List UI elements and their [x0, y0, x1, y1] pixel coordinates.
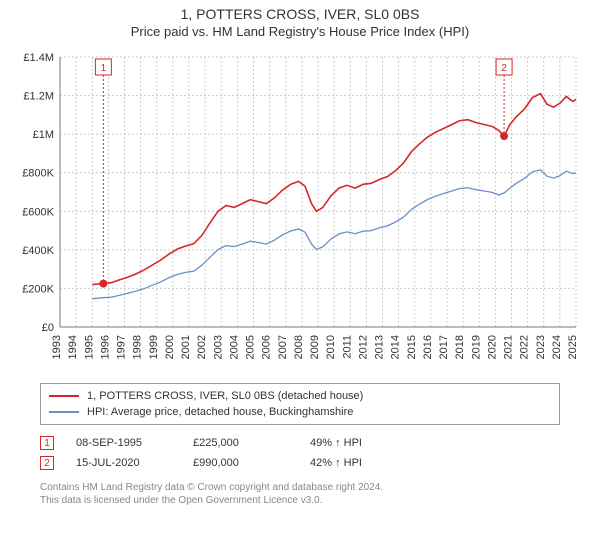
svg-text:2000: 2000 [164, 335, 176, 359]
sale-hpi: 42% ↑ HPI [310, 457, 362, 469]
svg-text:1994: 1994 [67, 335, 79, 359]
svg-text:£0: £0 [42, 322, 54, 334]
svg-text:2002: 2002 [196, 335, 208, 359]
license-line2: This data is licensed under the Open Gov… [40, 494, 560, 507]
svg-text:2001: 2001 [180, 335, 192, 359]
svg-text:2022: 2022 [519, 335, 531, 359]
svg-text:2007: 2007 [277, 335, 289, 359]
svg-text:2005: 2005 [245, 335, 257, 359]
sale-marker-2: 2 [40, 456, 54, 470]
legend-label-series2: HPI: Average price, detached house, Buck… [87, 406, 353, 418]
sale-date: 15-JUL-2020 [76, 457, 171, 469]
svg-text:2004: 2004 [228, 335, 240, 359]
chart-title-block: 1, POTTERS CROSS, IVER, SL0 0BS Price pa… [0, 0, 600, 39]
svg-text:2016: 2016 [422, 335, 434, 359]
svg-text:£1.2M: £1.2M [23, 91, 54, 103]
svg-text:2012: 2012 [357, 335, 369, 359]
title-line1: 1, POTTERS CROSS, IVER, SL0 0BS [0, 6, 600, 22]
legend-swatch-series2 [49, 411, 79, 413]
svg-text:2019: 2019 [470, 335, 482, 359]
svg-text:1996: 1996 [99, 335, 111, 359]
svg-text:2015: 2015 [406, 335, 418, 359]
sale-price: £990,000 [193, 457, 288, 469]
table-row: 2 15-JUL-2020 £990,000 42% ↑ HPI [40, 453, 560, 473]
svg-text:£600K: £600K [22, 206, 54, 218]
svg-text:1997: 1997 [116, 335, 128, 359]
svg-text:2024: 2024 [551, 335, 563, 359]
svg-text:2023: 2023 [535, 335, 547, 359]
svg-text:£1.4M: £1.4M [23, 52, 54, 64]
legend-label-series1: 1, POTTERS CROSS, IVER, SL0 0BS (detache… [87, 390, 363, 402]
sales-table: 1 08-SEP-1995 £225,000 49% ↑ HPI 2 15-JU… [40, 433, 560, 473]
svg-text:1993: 1993 [51, 335, 63, 359]
svg-text:2017: 2017 [438, 335, 450, 359]
svg-text:1999: 1999 [148, 335, 160, 359]
table-row: 1 08-SEP-1995 £225,000 49% ↑ HPI [40, 433, 560, 453]
svg-text:2011: 2011 [341, 335, 353, 359]
svg-text:2003: 2003 [212, 335, 224, 359]
line-chart-svg: £0 £200K £400K £600K £800K £1M £1.2M £1.4M 1993 1… [14, 47, 586, 377]
svg-text:2025: 2025 [567, 335, 579, 359]
sale-marker-1: 1 [40, 436, 54, 450]
svg-text:2021: 2021 [503, 335, 515, 359]
svg-text:£1M: £1M [33, 129, 54, 141]
legend-row: 1, POTTERS CROSS, IVER, SL0 0BS (detache… [49, 388, 551, 404]
legend-box: 1, POTTERS CROSS, IVER, SL0 0BS (detache… [40, 383, 560, 425]
svg-text:2009: 2009 [309, 335, 321, 359]
svg-text:£400K: £400K [22, 245, 54, 257]
license-text: Contains HM Land Registry data © Crown c… [40, 481, 560, 507]
chart-area: £0 £200K £400K £600K £800K £1M £1.2M £1.4M 1993 1… [14, 47, 586, 377]
svg-text:1: 1 [101, 63, 107, 74]
svg-text:1998: 1998 [132, 335, 144, 359]
title-line2: Price paid vs. HM Land Registry's House … [0, 24, 600, 39]
svg-text:2: 2 [501, 63, 507, 74]
legend-row: HPI: Average price, detached house, Buck… [49, 404, 551, 420]
svg-text:2013: 2013 [374, 335, 386, 359]
svg-text:£800K: £800K [22, 168, 54, 180]
svg-text:2010: 2010 [325, 335, 337, 359]
svg-text:2014: 2014 [390, 335, 402, 359]
sale-price: £225,000 [193, 437, 288, 449]
sale-date: 08-SEP-1995 [76, 437, 171, 449]
svg-text:2018: 2018 [454, 335, 466, 359]
svg-text:2008: 2008 [293, 335, 305, 359]
svg-text:2020: 2020 [486, 335, 498, 359]
license-line1: Contains HM Land Registry data © Crown c… [40, 481, 560, 494]
svg-text:1995: 1995 [83, 335, 95, 359]
svg-text:£200K: £200K [22, 283, 54, 295]
sale-hpi: 49% ↑ HPI [310, 437, 362, 449]
legend-swatch-series1 [49, 395, 79, 397]
svg-text:2006: 2006 [261, 335, 273, 359]
